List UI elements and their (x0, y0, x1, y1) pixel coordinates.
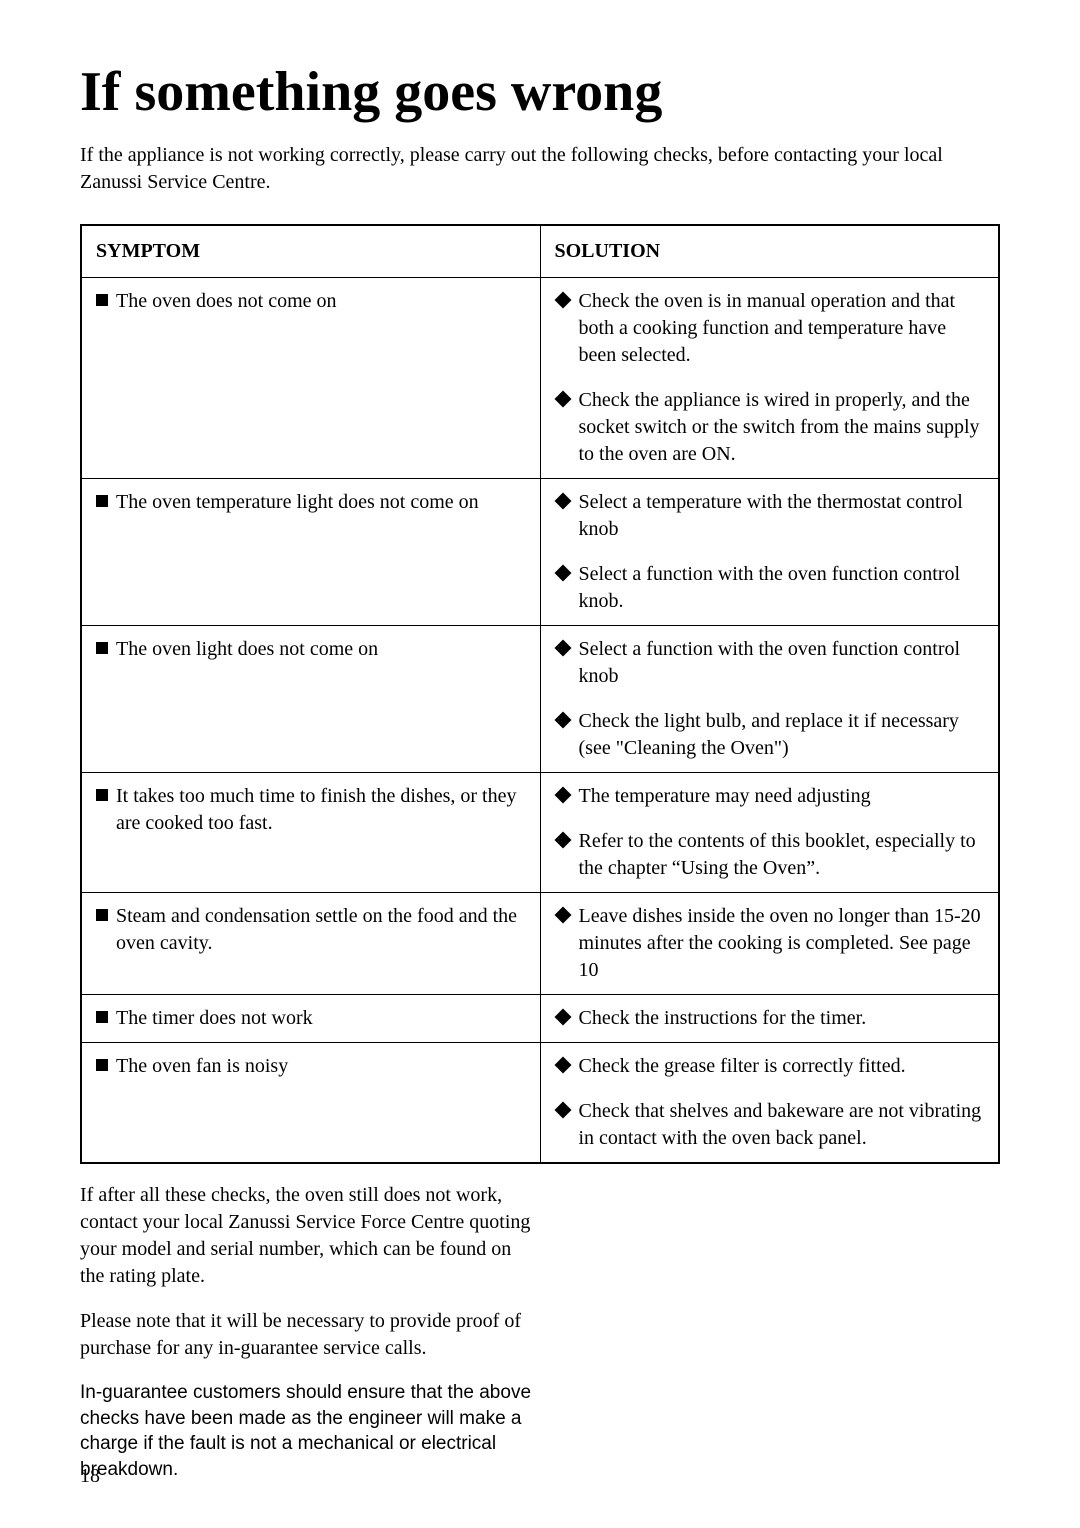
diamond-bullet-icon (554, 1057, 571, 1074)
table-row: It takes too much time to finish the dis… (81, 773, 999, 893)
solution-text: Check the grease filter is correctly fit… (579, 1053, 906, 1080)
solution-item: Check the instructions for the timer. (555, 1005, 985, 1032)
symptom-text: The oven temperature light does not come… (116, 489, 479, 516)
solution-item: Refer to the contents of this booklet, e… (555, 828, 985, 882)
solution-text: Select a temperature with the thermostat… (579, 489, 985, 543)
intro-text: If the appliance is not working correctl… (80, 142, 1000, 196)
table-row: The oven light does not come on Select a … (81, 626, 999, 773)
square-bullet-icon (96, 1059, 108, 1071)
square-bullet-icon (96, 789, 108, 801)
solution-cell: Check the grease filter is correctly fit… (540, 1043, 999, 1164)
symptom-item: The timer does not work (96, 1005, 526, 1032)
symptom-cell: The timer does not work (81, 995, 540, 1043)
diamond-bullet-icon (554, 292, 571, 309)
symptom-item: The oven light does not come on (96, 636, 526, 663)
table-row: Steam and condensation settle on the foo… (81, 893, 999, 995)
after-p3: In-guarantee customers should ensure tha… (80, 1380, 540, 1483)
table-row: The oven temperature light does not come… (81, 479, 999, 626)
solution-cell: Select a temperature with the thermostat… (540, 479, 999, 626)
square-bullet-icon (96, 642, 108, 654)
diamond-bullet-icon (554, 1009, 571, 1026)
symptom-text: The oven does not come on (116, 288, 337, 315)
after-p2: Please note that it will be necessary to… (80, 1308, 540, 1362)
diamond-bullet-icon (554, 1102, 571, 1119)
square-bullet-icon (96, 909, 108, 921)
solution-item: Select a function with the oven function… (555, 636, 985, 690)
symptom-text: The oven fan is noisy (116, 1053, 288, 1080)
table-row: The timer does not work Check the instruc… (81, 995, 999, 1043)
diamond-bullet-icon (554, 712, 571, 729)
solution-item: Leave dishes inside the oven no longer t… (555, 903, 985, 984)
diamond-bullet-icon (554, 493, 571, 510)
page-number: 18 (80, 1465, 100, 1488)
solution-cell: Check the oven is in manual operation an… (540, 278, 999, 479)
solution-text: Check the appliance is wired in properly… (579, 387, 985, 468)
solution-text: Select a function with the oven function… (579, 636, 985, 690)
symptom-cell: Steam and condensation settle on the foo… (81, 893, 540, 995)
after-text: If after all these checks, the oven stil… (80, 1182, 540, 1483)
symptom-item: It takes too much time to finish the dis… (96, 783, 526, 837)
diamond-bullet-icon (554, 787, 571, 804)
symptom-cell: The oven fan is noisy (81, 1043, 540, 1164)
diamond-bullet-icon (554, 640, 571, 657)
solution-item: The temperature may need adjusting (555, 783, 985, 810)
solution-text: Select a function with the oven function… (579, 561, 985, 615)
diamond-bullet-icon (554, 391, 571, 408)
table-header-row: SYMPTOM SOLUTION (81, 225, 999, 278)
diamond-bullet-icon (554, 832, 571, 849)
solution-item: Check the appliance is wired in properly… (555, 387, 985, 468)
solution-item: Select a function with the oven function… (555, 561, 985, 615)
solution-cell: Leave dishes inside the oven no longer t… (540, 893, 999, 995)
page-title: If something goes wrong (80, 60, 1000, 124)
symptom-item: The oven fan is noisy (96, 1053, 526, 1080)
symptom-text: The oven light does not come on (116, 636, 378, 663)
square-bullet-icon (96, 1011, 108, 1023)
symptom-text: Steam and condensation settle on the foo… (116, 903, 526, 957)
solution-text: Leave dishes inside the oven no longer t… (579, 903, 985, 984)
symptom-item: The oven does not come on (96, 288, 526, 315)
square-bullet-icon (96, 294, 108, 306)
header-symptom: SYMPTOM (81, 225, 540, 278)
solution-text: Check the light bulb, and replace it if … (579, 708, 985, 762)
solution-cell: The temperature may need adjusting Refer … (540, 773, 999, 893)
solution-cell: Select a function with the oven function… (540, 626, 999, 773)
diamond-bullet-icon (554, 565, 571, 582)
symptom-item: Steam and condensation settle on the foo… (96, 903, 526, 957)
solution-text: Check that shelves and bakeware are not … (579, 1098, 985, 1152)
table-row: The oven does not come on Check the oven … (81, 278, 999, 479)
symptom-text: The timer does not work (116, 1005, 313, 1032)
troubleshooting-table: SYMPTOM SOLUTION The oven does not come … (80, 224, 1000, 1164)
solution-item: Select a temperature with the thermostat… (555, 489, 985, 543)
header-solution: SOLUTION (540, 225, 999, 278)
table-row: The oven fan is noisy Check the grease fi… (81, 1043, 999, 1164)
square-bullet-icon (96, 495, 108, 507)
solution-item: Check the light bulb, and replace it if … (555, 708, 985, 762)
solution-item: Check the grease filter is correctly fit… (555, 1053, 985, 1080)
solution-item: Check that shelves and bakeware are not … (555, 1098, 985, 1152)
solution-cell: Check the instructions for the timer. (540, 995, 999, 1043)
after-p1: If after all these checks, the oven stil… (80, 1182, 540, 1290)
solution-item: Check the oven is in manual operation an… (555, 288, 985, 369)
symptom-text: It takes too much time to finish the dis… (116, 783, 526, 837)
symptom-cell: It takes too much time to finish the dis… (81, 773, 540, 893)
solution-text: Check the instructions for the timer. (579, 1005, 867, 1032)
diamond-bullet-icon (554, 907, 571, 924)
symptom-cell: The oven does not come on (81, 278, 540, 479)
solution-text: Refer to the contents of this booklet, e… (579, 828, 985, 882)
solution-text: Check the oven is in manual operation an… (579, 288, 985, 369)
symptom-cell: The oven temperature light does not come… (81, 479, 540, 626)
symptom-item: The oven temperature light does not come… (96, 489, 526, 516)
symptom-cell: The oven light does not come on (81, 626, 540, 773)
solution-text: The temperature may need adjusting (579, 783, 871, 810)
